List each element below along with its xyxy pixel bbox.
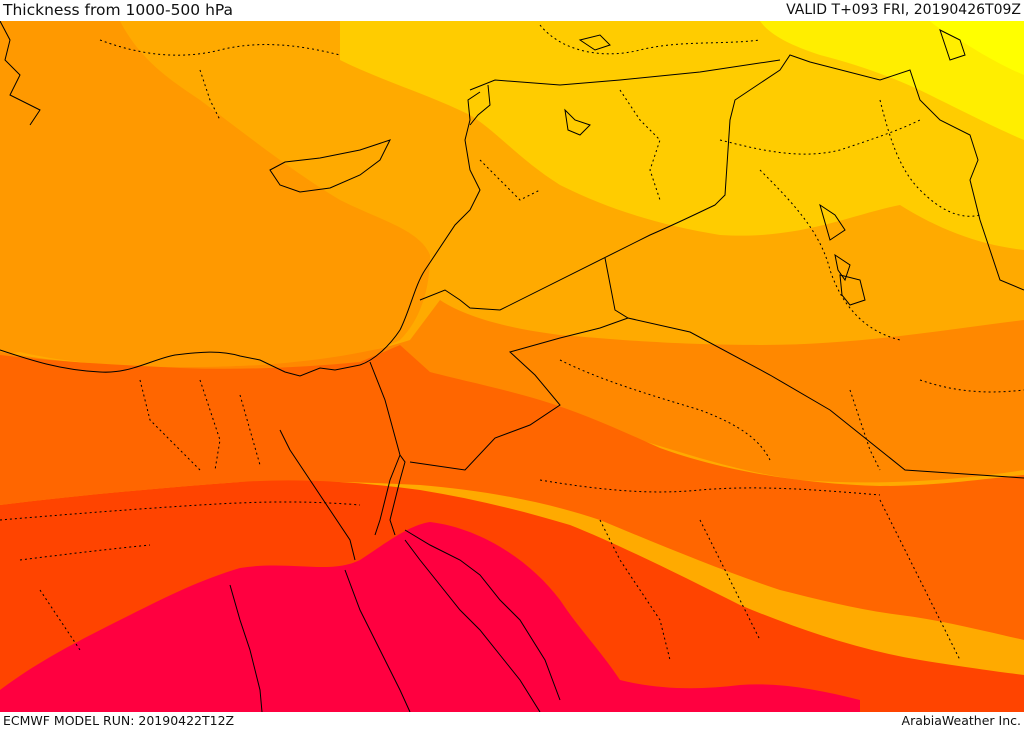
province-borders — [0, 24, 1024, 661]
band-yellow-light — [760, 21, 1024, 140]
coastlines — [0, 21, 966, 712]
band-yellow-bright — [930, 21, 1024, 75]
band-orange-west — [0, 21, 430, 368]
credit-label: ArabiaWeather Inc. — [901, 713, 1021, 728]
band-orange-red — [0, 345, 1024, 640]
model-run-label: ECMWF MODEL RUN: 20190422T12Z — [3, 713, 235, 728]
footer-bar: ECMWF MODEL RUN: 20190422T12Z ArabiaWeat… — [0, 712, 1024, 729]
band-crimson — [0, 522, 860, 712]
header-bar: Thickness from 1000-500 hPa VALID T+093 … — [0, 0, 1024, 21]
band-orange-dark — [0, 300, 1024, 483]
band-yellow — [340, 21, 1024, 250]
country-borders — [229, 54, 1024, 712]
map-title: Thickness from 1000-500 hPa — [3, 1, 234, 19]
thickness-map — [0, 21, 1024, 712]
valid-time: VALID T+093 FRI, 20190426T09Z — [786, 2, 1021, 18]
